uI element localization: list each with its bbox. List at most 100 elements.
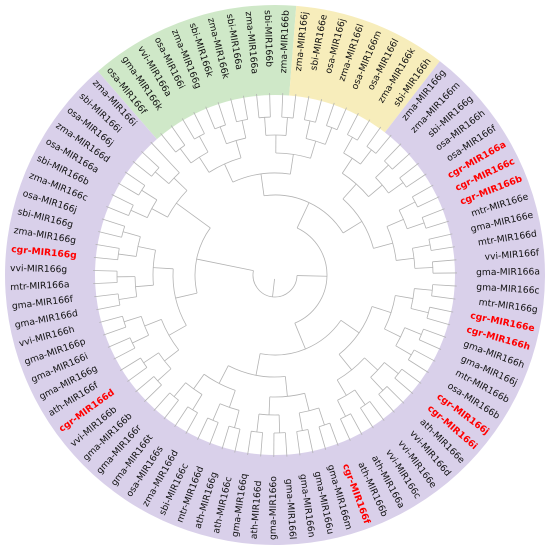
branch-line xyxy=(247,431,252,455)
branch-line xyxy=(111,194,134,206)
branch-line xyxy=(360,407,374,429)
branch-line xyxy=(199,136,209,153)
branch-line xyxy=(95,243,120,249)
branch-line xyxy=(137,246,156,251)
branch-line xyxy=(234,428,241,453)
branch-arc xyxy=(251,430,263,433)
branch-arc xyxy=(296,429,309,432)
branch-arc xyxy=(370,362,385,378)
branch-line xyxy=(417,196,440,208)
branch-line xyxy=(432,284,457,287)
branch-line xyxy=(388,182,404,194)
branch-line xyxy=(337,400,346,417)
branch-arc xyxy=(129,337,136,349)
branch-line xyxy=(101,218,125,227)
branch-arc xyxy=(384,295,396,330)
branch-line xyxy=(304,96,310,120)
branch-line xyxy=(357,119,371,141)
branch-arc xyxy=(428,239,432,251)
branch-line xyxy=(218,365,229,384)
branch-line xyxy=(150,141,180,173)
branch-line xyxy=(99,315,123,323)
branch-line xyxy=(234,410,240,428)
branch-arc xyxy=(337,389,356,401)
branch-line xyxy=(174,406,189,428)
branch-line xyxy=(132,161,152,177)
branch-line xyxy=(157,368,172,382)
branch-line xyxy=(298,412,303,431)
branch-line xyxy=(340,418,351,441)
leaf-label: ath-MIR166d xyxy=(249,480,265,539)
branch-line xyxy=(304,393,310,411)
branch-line xyxy=(192,394,203,411)
branch-arc xyxy=(134,276,138,297)
clade-sector-purple xyxy=(5,61,546,545)
branch-arc xyxy=(226,137,246,145)
branch-line xyxy=(341,158,353,174)
branch-arc xyxy=(117,248,120,260)
branch-line xyxy=(241,120,247,139)
branch-arc xyxy=(394,368,403,379)
branch-line xyxy=(342,183,357,200)
leaf-label: zma-MIR166b xyxy=(278,10,292,74)
branch-line xyxy=(219,126,227,144)
branch-line xyxy=(428,233,453,240)
branch-arc xyxy=(342,172,369,197)
branch-line xyxy=(378,393,395,413)
branch-line xyxy=(281,93,284,118)
branch-arc xyxy=(140,316,149,336)
leaf-label: vvi-MIR166f xyxy=(484,247,540,263)
branch-arc xyxy=(185,382,203,395)
clade-sectors xyxy=(5,4,546,545)
branch-line xyxy=(412,244,431,249)
branch-line xyxy=(143,352,159,364)
branch-line xyxy=(336,379,347,396)
branch-line xyxy=(429,306,454,313)
clade-sector-yellow xyxy=(289,5,440,133)
branch-line xyxy=(342,221,363,234)
branch-line xyxy=(384,362,399,375)
branch-line xyxy=(243,95,249,120)
branch-line xyxy=(193,111,205,134)
branch-line xyxy=(425,220,449,229)
branch-line xyxy=(113,347,136,360)
branch-line xyxy=(170,125,186,146)
branch-line xyxy=(360,149,372,165)
branch-line xyxy=(396,257,415,261)
branch-line xyxy=(230,98,237,122)
branch-line xyxy=(135,284,154,288)
branch-line xyxy=(209,422,219,445)
branch-line xyxy=(336,107,347,130)
branch-line xyxy=(197,417,209,440)
branch-line xyxy=(135,376,155,393)
branch-line xyxy=(395,295,414,299)
branch-line xyxy=(122,231,141,238)
branch-line xyxy=(392,152,411,170)
branch-line xyxy=(118,296,137,300)
leaf-label: gma-MIR166c xyxy=(476,282,540,297)
branch-line xyxy=(93,270,118,272)
branch-line xyxy=(284,376,288,397)
branch-line xyxy=(119,357,141,371)
branch-line xyxy=(198,157,210,173)
branch-line xyxy=(412,184,434,198)
branch-line xyxy=(256,414,260,433)
branch-line xyxy=(340,320,360,334)
branch-arc xyxy=(305,138,326,145)
branch-arc xyxy=(340,413,351,420)
branch-line xyxy=(418,339,442,350)
branch-arc xyxy=(269,392,305,398)
branch-line xyxy=(123,316,142,323)
branch-line xyxy=(305,120,311,139)
branch-arc xyxy=(160,319,180,351)
branch-line xyxy=(179,148,192,164)
branch-line xyxy=(296,431,301,456)
branch-line xyxy=(296,275,327,277)
branch-line xyxy=(384,328,401,338)
branch-line xyxy=(375,164,389,178)
branch-line xyxy=(94,293,119,298)
branch-line xyxy=(386,386,405,404)
branch-arc xyxy=(208,157,242,173)
branch-line xyxy=(285,117,288,136)
